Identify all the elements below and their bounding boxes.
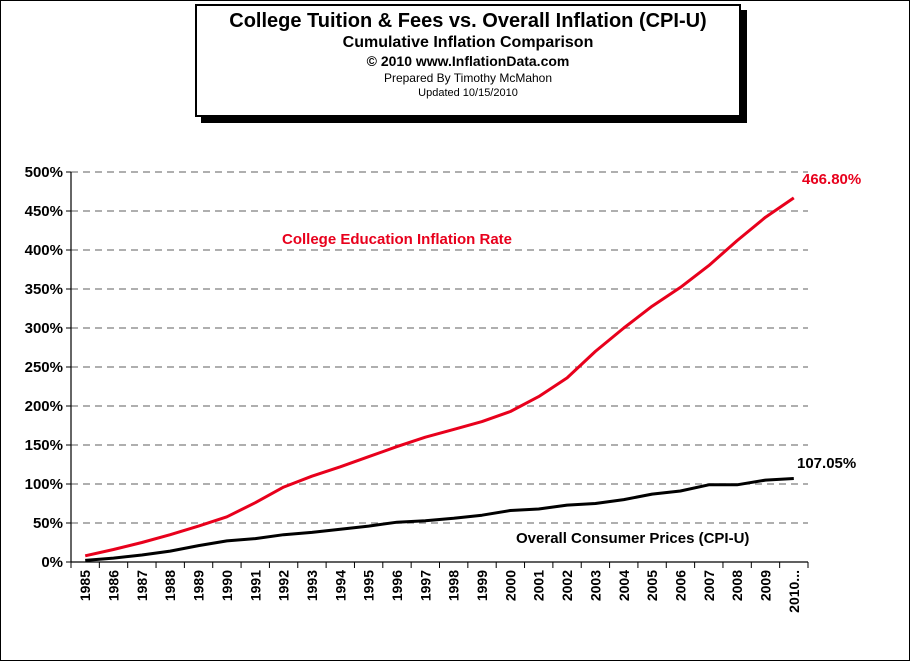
x-tick-label: 2002 bbox=[559, 570, 575, 601]
x-tick-label: 1989 bbox=[191, 570, 207, 601]
x-tick-label: 1996 bbox=[389, 570, 405, 601]
x-tick-label: 2006 bbox=[672, 570, 688, 601]
y-tick-label: 300% bbox=[25, 320, 63, 337]
x-tick-label: 2008 bbox=[729, 570, 745, 601]
x-tick-label: 1988 bbox=[162, 570, 178, 601]
y-tick-label: 250% bbox=[25, 359, 63, 376]
title-box: College Tuition & Fees vs. Overall Infla… bbox=[195, 4, 741, 117]
x-tick-label: 1991 bbox=[247, 570, 263, 601]
x-tick-label: 1990 bbox=[219, 570, 235, 601]
x-tick-label: 1999 bbox=[474, 570, 490, 601]
chart-subtitle: Cumulative Inflation Comparison bbox=[342, 34, 594, 51]
y-tick-label: 500% bbox=[25, 164, 63, 181]
cpi-end-value-label: 107.05% bbox=[797, 455, 856, 472]
author-text: Prepared By Timothy McMahon bbox=[383, 71, 553, 85]
college-series-label: College Education Inflation Rate bbox=[282, 231, 512, 248]
x-tick-label: 2009 bbox=[757, 570, 773, 601]
x-tick-label: 1995 bbox=[361, 570, 377, 601]
college-end-value-label: 466.80% bbox=[802, 171, 861, 188]
cpi-line bbox=[85, 477, 794, 562]
x-tick-label: 2003 bbox=[587, 570, 603, 601]
x-tick-label: 1997 bbox=[417, 570, 433, 601]
y-tick-label: 200% bbox=[25, 398, 63, 415]
cpi-series-label: Overall Consumer Prices (CPI-U) bbox=[516, 530, 749, 547]
x-tick-label: 2005 bbox=[644, 570, 660, 601]
y-tick-label: 400% bbox=[25, 242, 63, 259]
y-tick-label: 150% bbox=[25, 437, 63, 454]
y-tick-label: 50% bbox=[33, 515, 63, 532]
chart-title: College Tuition & Fees vs. Overall Infla… bbox=[229, 10, 707, 32]
college-tuition-line bbox=[84, 196, 795, 558]
updated-text: Updated 10/15/2010 bbox=[418, 87, 518, 99]
x-tick-label: 1992 bbox=[276, 570, 292, 601]
y-tick-label: 350% bbox=[25, 281, 63, 298]
x-tick-label: 2000 bbox=[502, 570, 518, 601]
y-tick-label: 450% bbox=[25, 203, 63, 220]
x-tick-label: 1985 bbox=[77, 570, 93, 601]
x-tick-label: 1998 bbox=[446, 570, 462, 601]
x-tick-label: 1987 bbox=[134, 570, 150, 601]
x-tick-label: 2004 bbox=[616, 570, 632, 601]
y-tick-label: 0% bbox=[41, 554, 63, 571]
x-tick-label: 1994 bbox=[332, 570, 348, 601]
y-tick-label: 100% bbox=[25, 476, 63, 493]
x-tick-label: 1986 bbox=[106, 570, 122, 601]
copyright-text: © 2010 www.InflationData.com bbox=[366, 53, 570, 69]
x-tick-label: 2010... bbox=[786, 570, 802, 613]
x-tick-label: 1993 bbox=[304, 570, 320, 601]
x-tick-label: 2007 bbox=[701, 570, 717, 601]
x-tick-label: 2001 bbox=[531, 570, 547, 601]
